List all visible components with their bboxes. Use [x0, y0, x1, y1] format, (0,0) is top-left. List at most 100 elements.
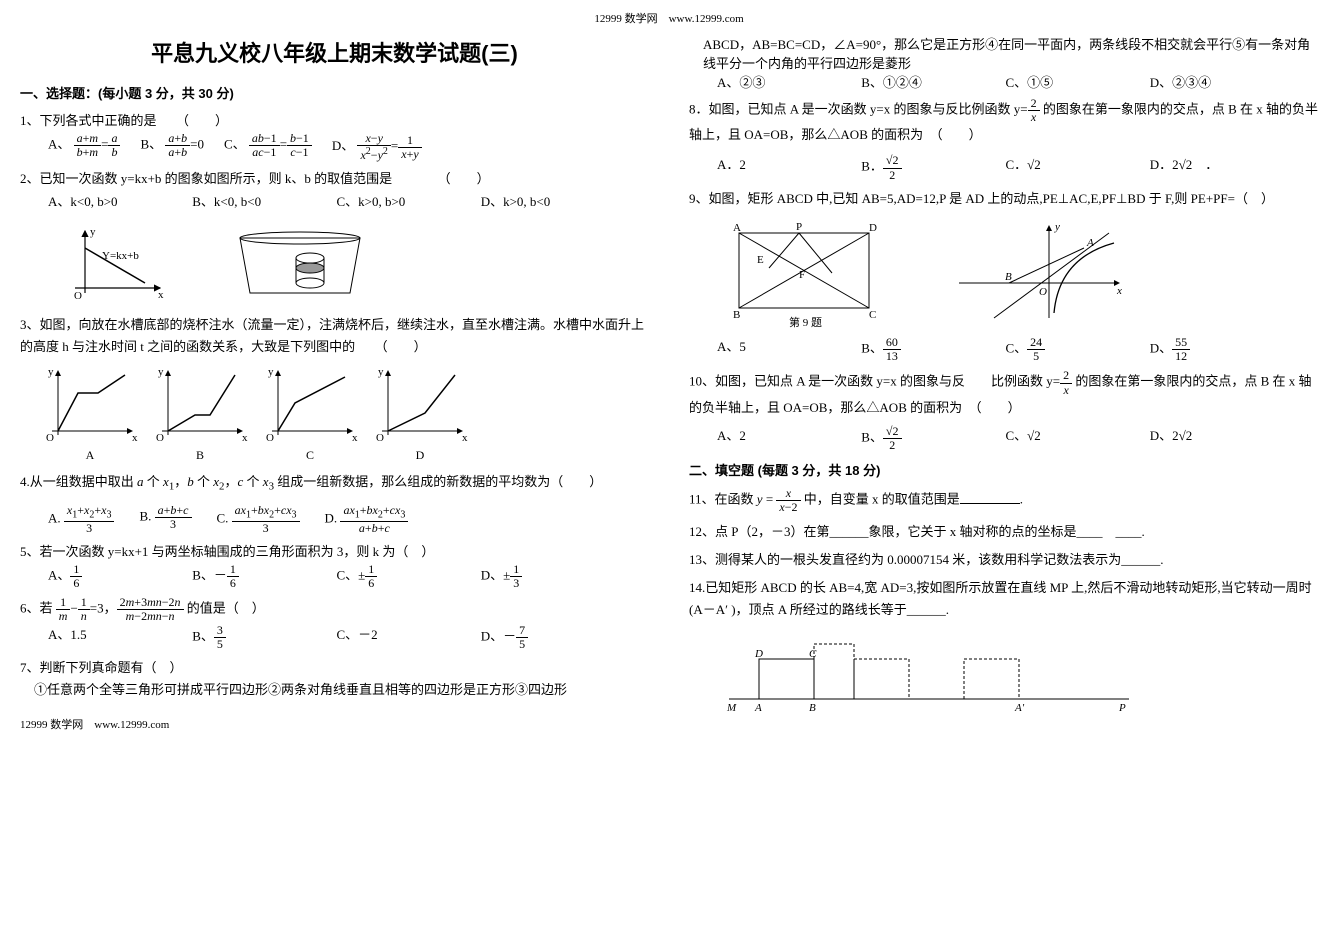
q10-optB: B、√22 — [861, 425, 1005, 452]
q7-optD: D、②③④ — [1150, 72, 1294, 91]
svg-text:O: O — [1039, 286, 1047, 298]
svg-text:y: y — [1054, 221, 1060, 233]
q4-optC: C. ax1+bx2+cx33 — [217, 504, 300, 535]
q5-optB: B、－16 — [192, 563, 336, 590]
q13: 13、测得某人的一根头发直径约为 0.00007154 米，该数用科学记数法表示… — [689, 549, 1318, 571]
svg-text:P: P — [796, 221, 802, 233]
svg-text:C: C — [809, 648, 817, 660]
q2-graph: y x O Y=kx+b — [60, 223, 170, 303]
header-link: 12999 数学网 www.12999.com — [20, 10, 1318, 26]
q2-stem: 2、已知一次函数 y=kx+b 的图象如图所示，则 k、b 的取值范围是 （ ） — [20, 171, 490, 186]
svg-text:O: O — [376, 432, 384, 443]
q9-optD: D、5512 — [1150, 336, 1294, 363]
svg-text:O: O — [266, 432, 274, 443]
svg-text:x: x — [1116, 285, 1122, 297]
q10-optD: D、2√2 — [1150, 425, 1294, 452]
footer-link: 12999 数学网 www.12999.com — [20, 716, 649, 732]
svg-text:C: C — [869, 309, 876, 321]
svg-text:y: y — [90, 226, 96, 238]
q3: 3、如图，向放在水槽底部的烧杯注水（流量一定），注满烧杯后，继续注水，直至水槽注… — [20, 314, 649, 466]
q6-optA: A、1.5 — [48, 624, 192, 651]
q9: 9、如图，矩形 ABCD 中,已知 AB=5,AD=12,P 是 AD 上的动点… — [689, 188, 1318, 363]
q4-optD: D. ax1+bx2+cx3a+b+c — [325, 504, 409, 535]
left-column: 平息九义校八年级上期末数学试题(三) 一、选择题：(每小题 3 分，共 30 分… — [20, 26, 649, 732]
q2-cup-3d — [230, 223, 370, 303]
q2-optB: B、k<0, b<0 — [192, 191, 336, 213]
svg-text:D: D — [869, 222, 877, 234]
svg-text:x: x — [158, 289, 164, 301]
right-column: ABCD，AB=BC=CD，∠A=90°，那么它是正方形④在同一平面内，两条线段… — [689, 26, 1318, 732]
q3-graphB: xyO B — [150, 363, 250, 465]
svg-text:x: x — [462, 432, 468, 443]
q7-body2: ABCD，AB=BC=CD，∠A=90°，那么它是正方形④在同一平面内，两条线段… — [689, 34, 1318, 72]
q9-optA: A、5 — [717, 336, 861, 363]
svg-text:A: A — [754, 702, 762, 714]
q3-graphD: xyO D — [370, 363, 470, 465]
page-columns: 平息九义校八年级上期末数学试题(三) 一、选择题：(每小题 3 分，共 30 分… — [20, 26, 1318, 732]
q8-optA: A．2 — [717, 154, 861, 181]
q10-optC: C、√2 — [1005, 425, 1149, 452]
q6-optB: B、35 — [192, 624, 336, 651]
q7-stem: 7、判断下列真命题有（ ） — [20, 660, 183, 675]
q1: 1、下列各式中正确的是 （ ） A、 a+mb+m=ab B、 a+ba+b=0… — [20, 110, 649, 162]
q2-optA: A、k<0, b>0 — [48, 191, 192, 213]
q7-body: ①任意两个全等三角形可拼成平行四边形②两条对角线垂直且相等的四边形是正方形③四边… — [20, 679, 649, 701]
svg-text:A: A — [1086, 237, 1094, 249]
q4: 4.从一组数据中取出 a 个 x1，b 个 x2，c 个 x3 组成一组新数据，… — [20, 471, 649, 535]
q9-optC: C、245 — [1005, 336, 1149, 363]
svg-text:O: O — [156, 432, 164, 443]
q10-optA: A、2 — [717, 425, 861, 452]
q1-optA: A、 a+mb+m=ab — [48, 132, 120, 162]
q5: 5、若一次函数 y=kx+1 与两坐标轴围成的三角形面积为 3，则 k 为（ ）… — [20, 541, 649, 590]
svg-text:x: x — [352, 432, 358, 443]
q2-optC: C、k>0, b>0 — [336, 191, 480, 213]
svg-text:x: x — [242, 432, 248, 443]
svg-text:y: y — [378, 366, 384, 378]
svg-text:F: F — [799, 269, 805, 281]
q1-optD: D、 x−yx2−y2=1x+y — [332, 132, 422, 162]
q3-stem: 3、如图，向放在水槽底部的烧杯注水（流量一定），注满烧杯后，继续注水，直至水槽注… — [20, 317, 644, 354]
svg-text:O: O — [46, 432, 54, 443]
svg-text:y: y — [268, 366, 274, 378]
q5-optA: A、16 — [48, 563, 192, 590]
svg-text:x: x — [132, 432, 138, 443]
svg-text:B: B — [809, 702, 816, 714]
q1-optC: C、 ab−1ac−1=b−1c−1 — [224, 132, 312, 162]
svg-text:E: E — [757, 254, 764, 266]
section2-head: 二、填空题 (每题 3 分，共 18 分) — [689, 460, 1318, 479]
q5-optD: D、±13 — [481, 563, 625, 590]
q10: 10、如图，已知点 A 是一次函数 y=x 的图象与反 比例函数 y=2x 的图… — [689, 369, 1318, 452]
q6-optD: D、－75 — [481, 624, 625, 651]
svg-text:y: y — [158, 366, 164, 378]
q14-diagram: M A D C B A′ P — [689, 629, 1318, 719]
q8-optC: C．√2 — [1005, 154, 1149, 181]
q5-stem: 5、若一次函数 y=kx+1 与两坐标轴围成的三角形面积为 3，则 k 为（ ） — [20, 544, 434, 559]
q4-optA: A. x1+x2+x33 — [48, 504, 114, 535]
svg-text:A′: A′ — [1014, 702, 1025, 714]
q12: 12、点 P（2，－3）在第______象限，它关于 x 轴对称的点的坐标是__… — [689, 521, 1318, 543]
q9-stem: 9、如图，矩形 ABCD 中,已知 AB=5,AD=12,P 是 AD 上的动点… — [689, 191, 1274, 206]
q8: 8．如图，已知点 A 是一次函数 y=x 的图象与反比例函数 y=2x 的图象在… — [689, 97, 1318, 182]
q6: 6、若 1m−1n=3，2m+3mn−2nm−2mn−n 的值是（ ） A、1.… — [20, 596, 649, 651]
q2-optD: D、k>0, b<0 — [481, 191, 625, 213]
q9-axes-diagram: x y O A B — [949, 218, 1129, 328]
section1-head: 一、选择题：(每小题 3 分，共 30 分) — [20, 83, 649, 102]
q3-graphC: xyO C — [260, 363, 360, 465]
q9-optB: B、6013 — [861, 336, 1005, 363]
page-title: 平息九义校八年级上期末数学试题(三) — [20, 36, 649, 68]
q7-optC: C、①⑤ — [1005, 72, 1149, 91]
q8-optD: D．2√2 ． — [1150, 154, 1294, 181]
q8-optB: B．√22 — [861, 154, 1005, 181]
q6-optC: C、－2 — [336, 624, 480, 651]
svg-text:P: P — [1118, 702, 1126, 714]
q7: 7、判断下列真命题有（ ） ①任意两个全等三角形可拼成平行四边形②两条对角线垂直… — [20, 657, 649, 701]
svg-text:M: M — [726, 702, 737, 714]
q14: 14.已知矩形 ABCD 的长 AB=4,宽 AD=3,按如图所示放置在直线 M… — [689, 577, 1318, 719]
q9-rect-diagram: A P D B C E F 第 9 题 — [719, 218, 889, 328]
q5-optC: C、±16 — [336, 563, 480, 590]
q2: 2、已知一次函数 y=kx+b 的图象如图所示，则 k、b 的取值范围是 （ ）… — [20, 168, 649, 307]
svg-text:B: B — [1005, 271, 1012, 283]
svg-text:B: B — [733, 309, 740, 321]
q1-optB: B、 a+ba+b=0 — [140, 132, 204, 162]
q1-stem: 1、下列各式中正确的是 （ ） — [20, 113, 228, 128]
